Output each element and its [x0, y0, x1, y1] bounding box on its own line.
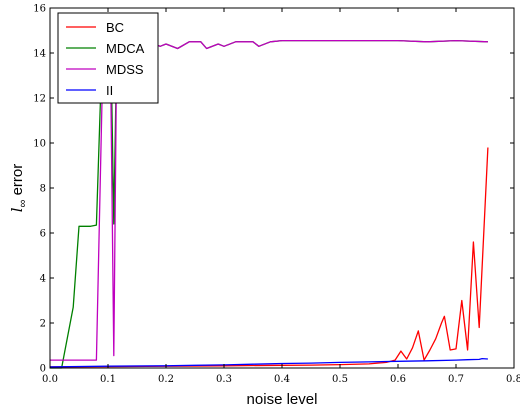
y-axis-label-sub: ∞ — [17, 200, 29, 208]
x-tick-label: 0.7 — [448, 374, 464, 385]
y-tick-label: 12 — [33, 94, 46, 105]
tick-layer: 0.0 0.1 0.2 0.3 0.4 0.5 0.6 0.7 0.8 0 2 4 6 8 10 12 14 16 — [33, 4, 520, 386]
y-axis-label-rest: error — [9, 164, 26, 200]
legend-label-mdca: MDCA — [106, 41, 145, 56]
x-tick-label: 0.2 — [158, 374, 174, 385]
legend-label-ii: II — [106, 83, 113, 98]
y-axis-label-main: l — [8, 207, 26, 212]
series-line-bc — [49, 147, 489, 368]
legend-label-bc: BC — [106, 20, 124, 35]
y-axis-label: l∞ error — [8, 164, 29, 213]
x-tick-label: 0.0 — [42, 374, 58, 385]
legend: BC MDCA MDSS II — [57, 12, 159, 104]
y-tick-label: 8 — [40, 184, 46, 195]
legend-box — [57, 12, 159, 104]
y-tick-label: 0 — [40, 364, 46, 375]
plot-frame — [49, 7, 515, 369]
y-tick-label: 4 — [40, 274, 46, 285]
y-tick-label: 14 — [33, 49, 46, 60]
x-tick-label: 0.5 — [332, 374, 348, 385]
x-tick-label: 0.6 — [390, 374, 406, 385]
x-tick-label: 0.3 — [216, 374, 232, 385]
x-tick-label: 0.4 — [274, 374, 290, 385]
legend-label-mdss: MDSS — [106, 62, 144, 77]
y-tick-label: 2 — [40, 319, 46, 330]
x-tick-label: 0.8 — [506, 374, 520, 385]
x-axis-label: noise level — [247, 391, 318, 408]
series-line-ii — [49, 357, 488, 368]
y-tick-label: 10 — [33, 139, 46, 150]
y-tick-label: 6 — [40, 229, 46, 240]
x-tick-label: 0.1 — [100, 374, 116, 385]
y-tick-label: 16 — [33, 4, 46, 15]
